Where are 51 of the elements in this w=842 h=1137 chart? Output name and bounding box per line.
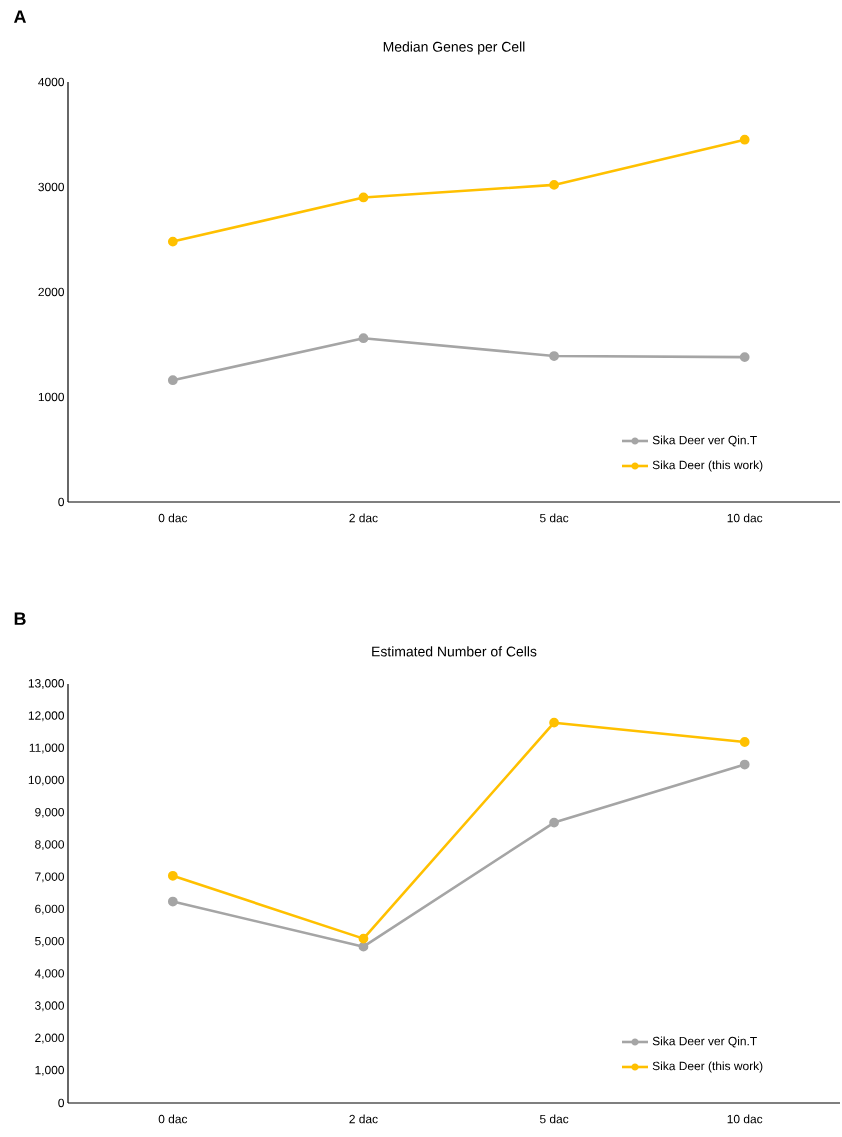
chart-title: Median Genes per Cell bbox=[383, 41, 525, 55]
y-tick-label: 10,000 bbox=[28, 775, 65, 786]
y-tick-label: 7,000 bbox=[35, 872, 65, 883]
y-tick-label: 1,000 bbox=[35, 1065, 65, 1076]
point bbox=[358, 933, 369, 944]
y-tick-label: 2000 bbox=[38, 287, 65, 297]
point bbox=[549, 351, 559, 361]
text: A bbox=[13, 10, 26, 23]
point bbox=[739, 134, 750, 145]
x-tick-label: 2 dac bbox=[349, 513, 378, 523]
y-tick-label: 12,000 bbox=[28, 711, 65, 722]
y-tick-label: 5,000 bbox=[35, 936, 65, 947]
y-tick-label: 6,000 bbox=[35, 904, 65, 915]
point bbox=[549, 817, 559, 828]
y-tick-label: 0 bbox=[58, 1098, 65, 1108]
point bbox=[167, 896, 178, 907]
x-tick-label: 5 dac bbox=[539, 1114, 569, 1124]
point bbox=[358, 941, 369, 952]
y-tick-label: 11,000 bbox=[29, 743, 65, 754]
y-tick-label: 8,000 bbox=[35, 840, 65, 851]
x-tick-label: 10 dac bbox=[727, 513, 763, 523]
y-tick-label: 9,000 bbox=[35, 807, 65, 818]
y-tick-label: 3,000 bbox=[35, 1001, 65, 1012]
y-tick-label: 0 bbox=[58, 497, 65, 507]
y-tick-label: 13,000 bbox=[28, 679, 65, 689]
point bbox=[167, 870, 178, 881]
point bbox=[739, 737, 750, 747]
point bbox=[739, 352, 750, 362]
y-tick-label: 2,000 bbox=[35, 1033, 65, 1044]
point bbox=[167, 375, 178, 386]
point bbox=[358, 333, 369, 344]
y-tick-label: 4,000 bbox=[34, 969, 65, 980]
chart-title: Estimated Number of Cells bbox=[372, 646, 537, 657]
legend-label: Sika Deer ver Qin.T bbox=[652, 435, 757, 447]
x-tick-label: 10 dac bbox=[727, 1114, 763, 1124]
point bbox=[549, 717, 559, 728]
point bbox=[358, 192, 369, 203]
x-tick-label: 0 dac bbox=[158, 513, 188, 523]
x-tick-label: 0 dac bbox=[158, 1114, 188, 1124]
legend-label: Sika Deer (this work) bbox=[652, 1061, 763, 1073]
y-tick-label: 3000 bbox=[38, 182, 65, 192]
legend-label: Sika Deer (this work) bbox=[652, 460, 763, 472]
text: B bbox=[14, 612, 26, 625]
y-tick-label: 4000 bbox=[38, 77, 65, 87]
y-tick-label: 1000 bbox=[38, 392, 65, 402]
point bbox=[549, 180, 559, 190]
x-tick-label: 2 dac bbox=[349, 1114, 378, 1124]
legend-label: Sika Deer ver Qin.T bbox=[652, 1036, 757, 1048]
x-tick-label: 5 dac bbox=[539, 513, 569, 523]
point bbox=[167, 236, 178, 247]
point bbox=[739, 759, 750, 770]
